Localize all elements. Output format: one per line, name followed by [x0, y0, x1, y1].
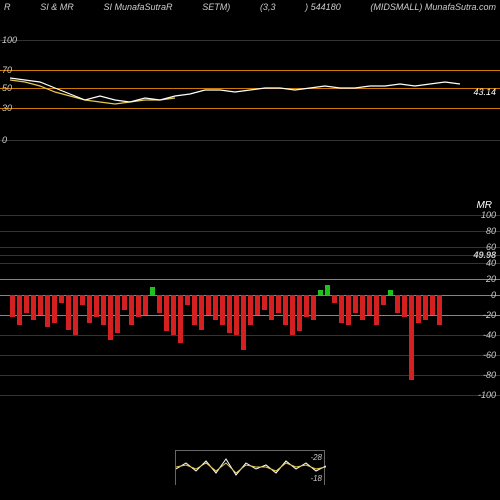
histogram-bar — [52, 295, 57, 323]
histogram-bar — [241, 295, 246, 350]
histogram-bar — [269, 295, 274, 320]
histogram-bar — [395, 295, 400, 313]
rsi-chart-panel: 100705030043.14 — [0, 30, 500, 150]
histogram-bar — [255, 295, 260, 315]
histogram-bar — [73, 295, 78, 335]
histogram-bar — [220, 295, 225, 325]
histogram-bar — [325, 285, 330, 295]
histogram-bar — [297, 295, 302, 331]
histogram-bar — [108, 295, 113, 340]
axis-tick-label: -60 — [483, 350, 496, 360]
histogram-bar — [367, 295, 372, 315]
histogram-bar — [199, 295, 204, 330]
histogram-bar — [178, 295, 183, 343]
axis-tick-label: 0 — [2, 135, 7, 145]
histogram-bar — [276, 295, 281, 313]
thumb-label-top: -28 — [310, 453, 322, 462]
histogram-bar — [143, 295, 148, 315]
hdr-3: SI MunafaSutraR — [103, 2, 172, 16]
header-bar: R SI & MR SI MunafaSutraR SETM) (3,3 ) 5… — [0, 0, 500, 18]
histogram-bar — [17, 295, 22, 325]
histogram-bar — [381, 295, 386, 305]
histogram-bar — [171, 295, 176, 335]
mr-histogram-panel: 100806049.9840200-20-40-60-80-100 — [0, 215, 500, 415]
histogram-bar — [164, 295, 169, 331]
histogram-bar — [157, 295, 162, 313]
histogram-bar — [185, 295, 190, 305]
axis-tick-label: -20 — [483, 310, 496, 320]
histogram-bar — [150, 287, 155, 295]
histogram-bar — [311, 295, 316, 320]
histogram-bar — [31, 295, 36, 320]
histogram-bar — [129, 295, 134, 325]
axis-tick-label: 40 — [486, 258, 496, 268]
axis-tick-label: -80 — [483, 370, 496, 380]
histogram-bar — [80, 295, 85, 305]
histogram-bar — [423, 295, 428, 320]
histogram-bar — [248, 295, 253, 325]
histogram-bar — [101, 295, 106, 325]
histogram-bar — [374, 295, 379, 325]
histogram-bar — [59, 295, 64, 303]
histogram-bar — [402, 295, 407, 317]
histogram-bar — [318, 290, 323, 295]
axis-tick-label: 100 — [481, 210, 496, 220]
thumbnail-panel: -28 -18 — [175, 450, 325, 485]
histogram-bar — [262, 295, 267, 310]
hdr-1: R — [4, 2, 11, 16]
rsi-line-yellow — [10, 80, 175, 104]
axis-tick-label: -40 — [483, 330, 496, 340]
histogram-bar — [332, 295, 337, 303]
histogram-bar — [45, 295, 50, 327]
histogram-bar — [360, 295, 365, 320]
histogram-bar — [304, 295, 309, 317]
bars-container — [10, 215, 450, 415]
histogram-bar — [136, 295, 141, 317]
histogram-bar — [115, 295, 120, 333]
axis-tick-label: 20 — [486, 274, 496, 284]
histogram-bar — [10, 295, 15, 317]
histogram-bar — [339, 295, 344, 323]
hdr-5: (3,3 — [260, 2, 276, 16]
hdr-7: (MIDSMALL) MunafaSutra.com — [370, 2, 496, 16]
histogram-bar — [234, 295, 239, 335]
histogram-bar — [206, 295, 211, 315]
histogram-bar — [94, 295, 99, 317]
current-value-label: 43.14 — [473, 87, 496, 97]
histogram-bar — [353, 295, 358, 313]
axis-tick-label: 80 — [486, 226, 496, 236]
histogram-bar — [24, 295, 29, 313]
histogram-bar — [66, 295, 71, 330]
histogram-bar — [416, 295, 421, 323]
axis-tick-label: 0 — [491, 290, 496, 300]
histogram-bar — [283, 295, 288, 325]
hdr-4: SETM) — [202, 2, 230, 16]
histogram-bar — [87, 295, 92, 323]
histogram-bar — [437, 295, 442, 325]
axis-tick-label: -100 — [478, 390, 496, 400]
histogram-bar — [430, 295, 435, 315]
histogram-bar — [409, 295, 414, 380]
hdr-6: ) 544180 — [305, 2, 341, 16]
histogram-bar — [192, 295, 197, 325]
histogram-bar — [346, 295, 351, 325]
histogram-bar — [122, 295, 127, 310]
histogram-bar — [213, 295, 218, 320]
hdr-2: SI & MR — [40, 2, 74, 16]
histogram-bar — [388, 290, 393, 295]
thumb-label-bottom: -18 — [310, 474, 322, 483]
histogram-bar — [38, 295, 43, 315]
histogram-bar — [227, 295, 232, 333]
histogram-bar — [290, 295, 295, 335]
